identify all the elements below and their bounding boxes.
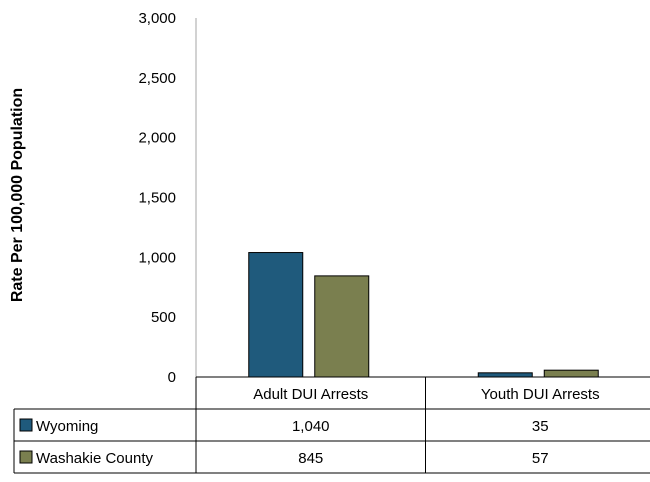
bar-washakie-county-1 <box>543 369 599 378</box>
y-tick-label: 0 <box>168 369 176 386</box>
legend-key-washakie-county <box>19 450 33 464</box>
y-tick-label: 500 <box>151 309 176 326</box>
y-axis-title: Rate Per 100,000 Population <box>9 88 26 302</box>
bar-wyoming-1 <box>477 372 533 378</box>
legend-series-name: Washakie County <box>36 450 153 467</box>
legend-series-name: Wyoming <box>36 418 98 435</box>
category-label: Adult DUI Arrests <box>253 386 368 403</box>
bar-washakie-county-0 <box>314 275 370 378</box>
table-value: 35 <box>532 418 549 435</box>
category-label: Youth DUI Arrests <box>481 386 600 403</box>
bar-wyoming-0 <box>248 252 304 378</box>
y-tick-label: 1,500 <box>138 190 176 207</box>
table-value: 1,040 <box>292 418 330 435</box>
table-value: 845 <box>298 450 323 467</box>
y-tick-label: 2,500 <box>138 70 176 87</box>
legend-key-wyoming <box>19 418 33 432</box>
y-tick-label: 1,000 <box>138 249 176 266</box>
y-tick-label: 2,000 <box>138 130 176 147</box>
table-value: 57 <box>532 450 549 467</box>
y-tick-label: 3,000 <box>138 10 176 27</box>
